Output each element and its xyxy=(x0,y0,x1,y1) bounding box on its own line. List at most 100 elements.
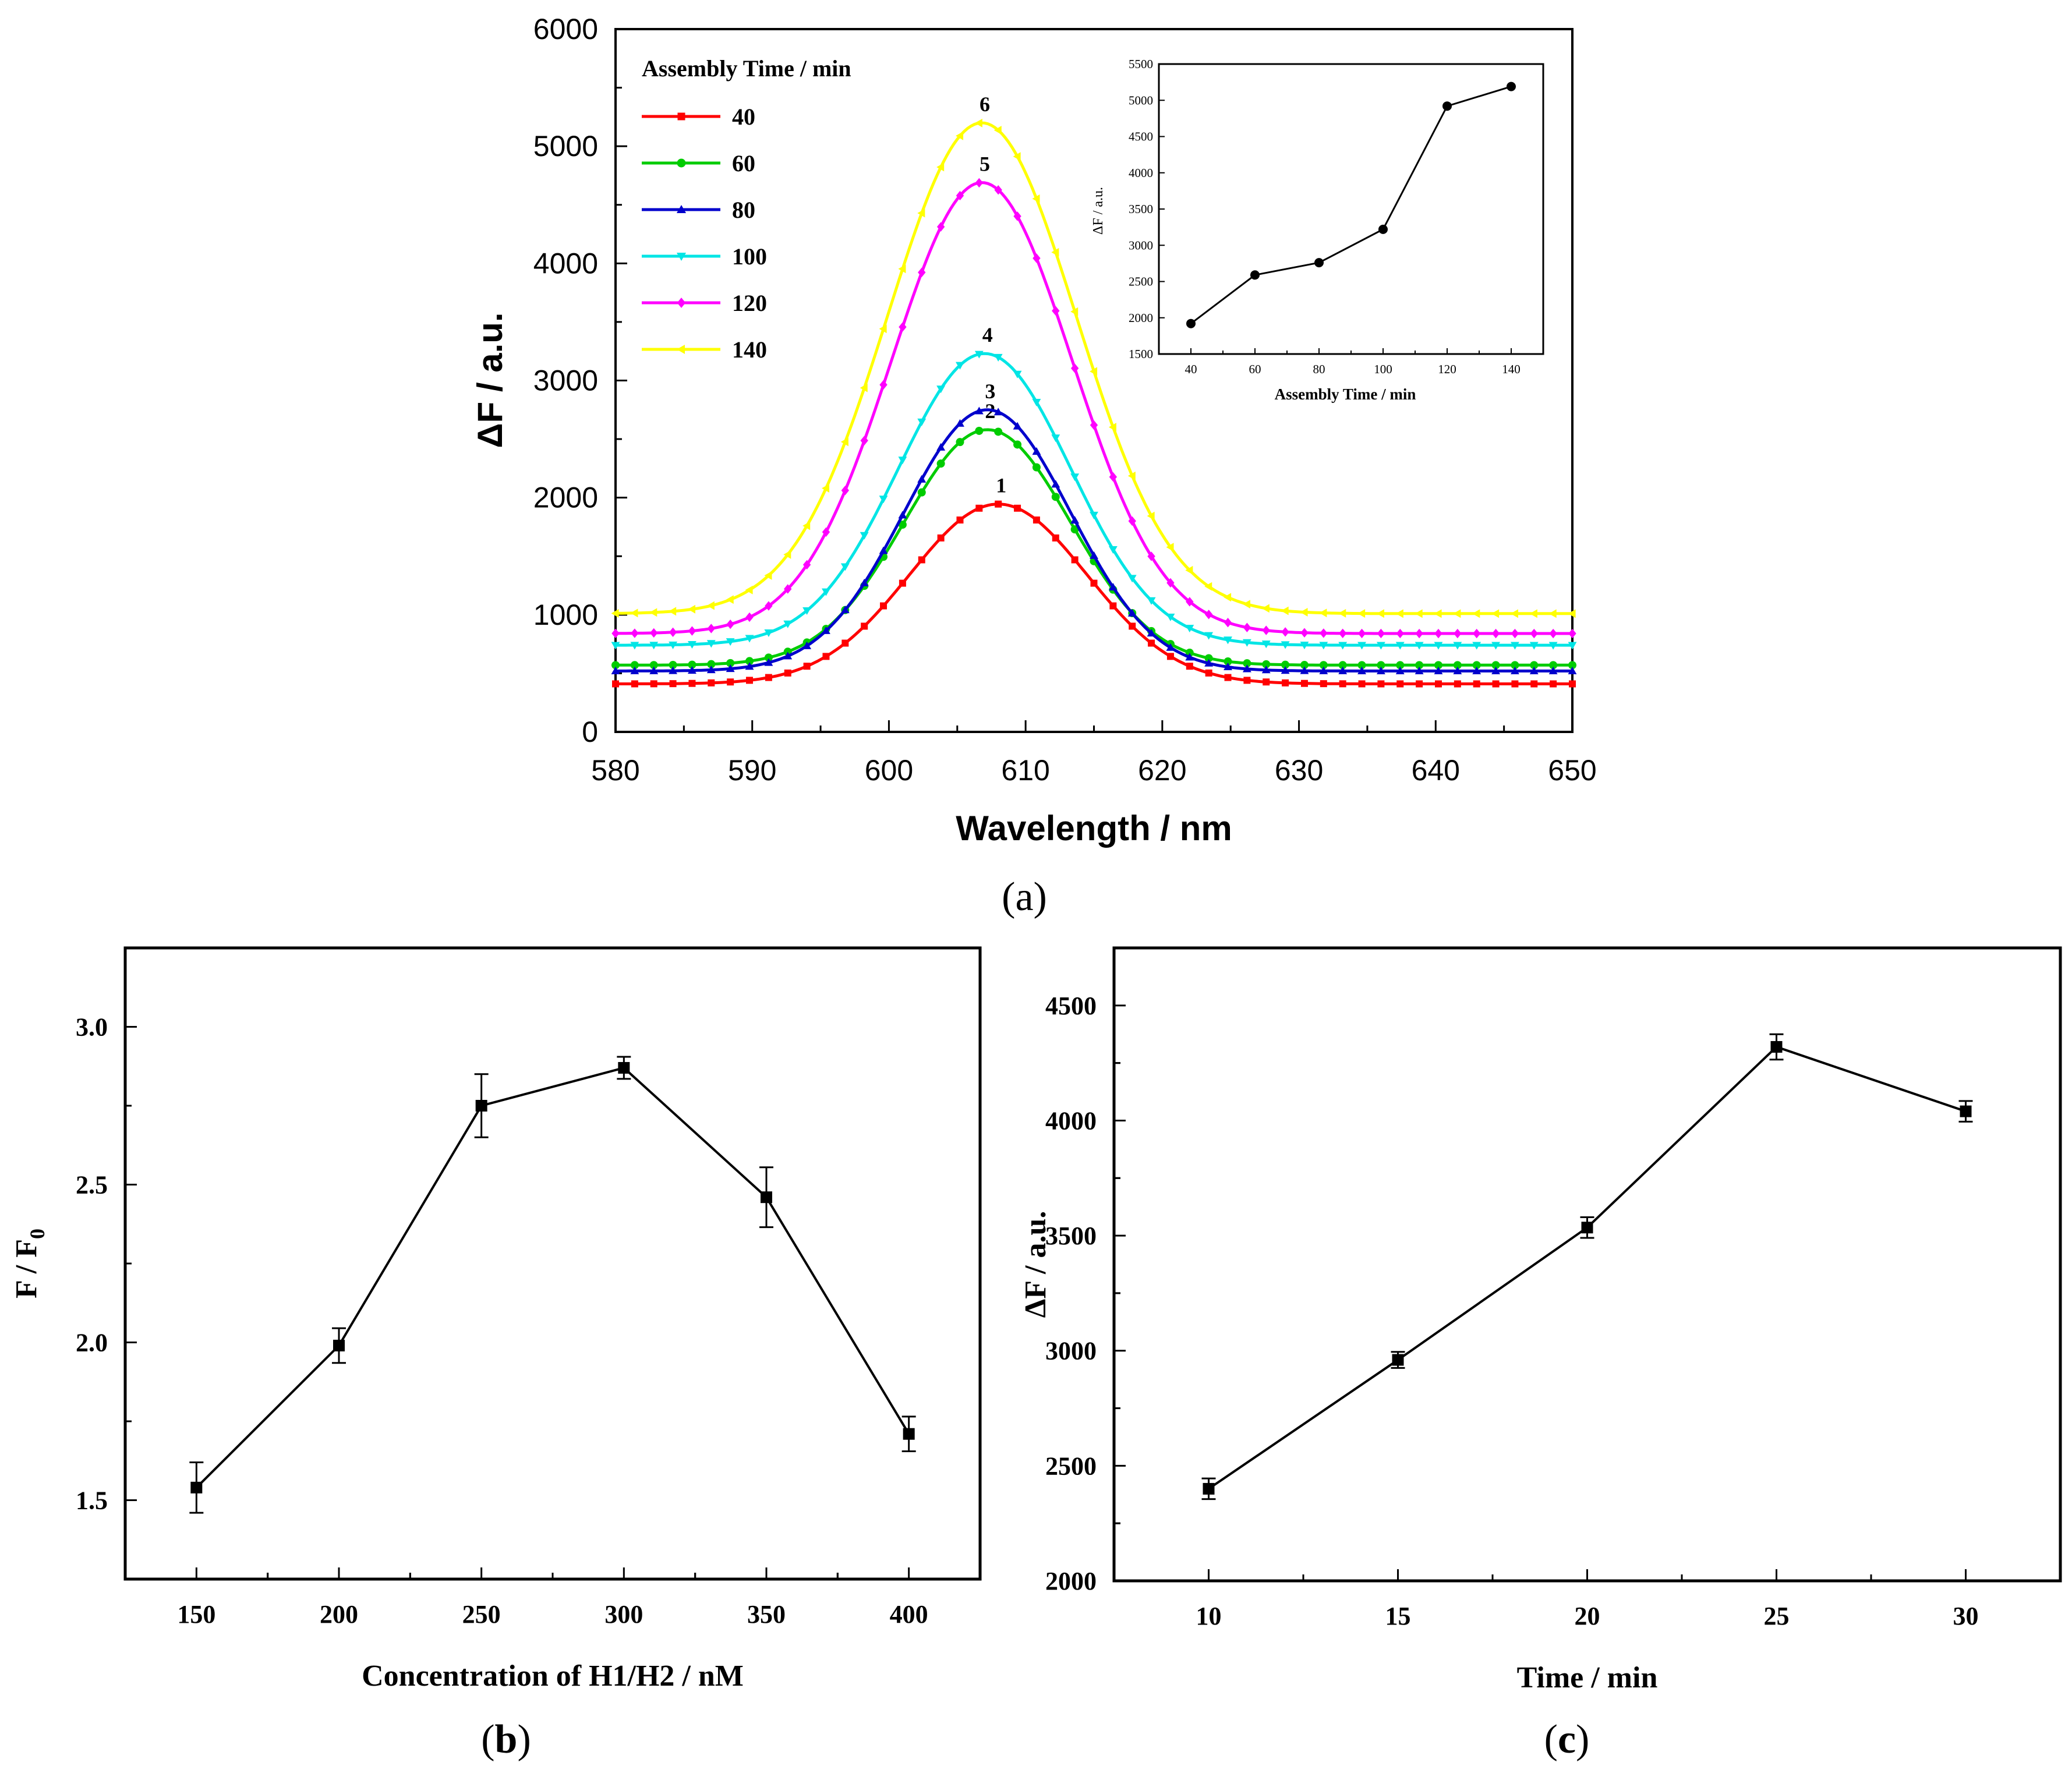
data-point xyxy=(706,640,716,648)
data-point xyxy=(1453,642,1462,650)
data-point xyxy=(936,162,945,172)
data-point xyxy=(1395,609,1403,618)
data-point xyxy=(630,666,639,674)
data-point xyxy=(1224,593,1232,602)
legend-label: 60 xyxy=(732,150,755,176)
x-tick-label: 30 xyxy=(1953,1602,1979,1630)
data-point xyxy=(1319,642,1328,650)
data-point xyxy=(1473,680,1480,688)
data-point xyxy=(784,669,791,677)
data-point xyxy=(688,660,696,669)
data-point xyxy=(861,622,868,630)
data-point xyxy=(936,459,945,468)
data-point xyxy=(1224,662,1232,670)
data-point xyxy=(1434,609,1442,618)
data-point xyxy=(669,666,678,674)
data-point xyxy=(1013,440,1022,449)
data-point xyxy=(631,680,638,688)
data-point xyxy=(1014,504,1021,512)
data-point xyxy=(1128,516,1136,526)
data-point xyxy=(1770,1041,1783,1053)
x-tick-label: 250 xyxy=(462,1600,501,1629)
data-point xyxy=(975,426,984,435)
data-point xyxy=(1127,471,1136,480)
data-point xyxy=(1108,583,1118,591)
data-point xyxy=(1129,622,1136,630)
data-point xyxy=(1395,642,1405,650)
data-point xyxy=(649,608,657,617)
inset-y-tick-label: 4000 xyxy=(1129,166,1153,180)
data-point xyxy=(1377,680,1385,688)
data-point xyxy=(1416,680,1423,688)
data-point xyxy=(1147,597,1156,605)
data-point xyxy=(993,353,1003,362)
data-point xyxy=(1568,661,1576,670)
data-point xyxy=(333,1339,345,1351)
data-point xyxy=(1454,680,1461,688)
x-axis-title: Concentration of H1/H2 / nM xyxy=(362,1659,744,1693)
data-point xyxy=(1243,677,1251,684)
data-point xyxy=(802,521,811,530)
data-point xyxy=(1338,642,1348,650)
x-axis-title: Time / min xyxy=(1517,1661,1658,1694)
data-point xyxy=(1204,654,1213,663)
data-point xyxy=(784,584,792,594)
data-point xyxy=(1032,398,1041,406)
legend-item: 120 xyxy=(642,290,767,316)
data-point xyxy=(1051,493,1060,501)
data-point xyxy=(1320,680,1327,688)
data-point xyxy=(1224,657,1232,666)
data-point xyxy=(975,504,983,512)
panel-label-a: (a) xyxy=(1002,875,1047,919)
data-point xyxy=(745,662,754,670)
data-point xyxy=(803,663,811,670)
data-point xyxy=(1242,639,1251,647)
data-point xyxy=(611,608,619,618)
data-point xyxy=(1224,674,1232,681)
curve-label: 5 xyxy=(980,153,990,176)
data-point xyxy=(1090,420,1098,430)
y-tick-label: 5000 xyxy=(533,130,598,162)
data-point xyxy=(917,475,927,483)
x-tick-label: 150 xyxy=(177,1600,215,1629)
data-point xyxy=(1396,628,1404,639)
data-point xyxy=(669,641,678,649)
data-point xyxy=(726,664,735,673)
data-point xyxy=(611,628,620,639)
y-axis-title-text: F / F xyxy=(10,1239,43,1298)
data-point xyxy=(1262,660,1271,668)
data-point xyxy=(1090,511,1098,519)
data-point xyxy=(1148,639,1155,647)
data-point xyxy=(1434,680,1442,688)
panel-letter: b xyxy=(495,1717,518,1762)
panel-a: 580 590 600 610 620 630 640 6500100020003000400… xyxy=(471,13,1597,919)
data-point xyxy=(956,438,964,447)
data-point xyxy=(1357,642,1366,650)
data-point xyxy=(860,532,869,540)
curve-label: 4 xyxy=(982,323,993,346)
data-point xyxy=(1300,642,1309,650)
inset-y-axis-title: ΔF / a.u. xyxy=(1091,187,1106,235)
data-point xyxy=(1569,680,1576,688)
legend-item: 100 xyxy=(642,243,767,270)
data-point xyxy=(1530,628,1538,639)
legend-item: 40 xyxy=(642,104,755,130)
data-point xyxy=(1568,609,1576,618)
data-point xyxy=(726,638,735,646)
data-point xyxy=(1548,642,1558,650)
data-point xyxy=(1434,666,1443,674)
data-point xyxy=(1224,636,1232,645)
data-point xyxy=(1070,525,1079,534)
data-point xyxy=(879,380,888,390)
data-point xyxy=(1013,211,1021,221)
data-point xyxy=(618,1061,630,1074)
data-point xyxy=(1243,659,1251,668)
data-point xyxy=(706,666,716,674)
data-point xyxy=(761,1191,772,1204)
data-point xyxy=(1186,597,1194,607)
data-point xyxy=(1261,640,1271,649)
data-point xyxy=(783,652,793,660)
inset-y-tick-label: 5000 xyxy=(1129,93,1153,107)
data-point xyxy=(611,661,620,670)
data-point xyxy=(1396,661,1405,670)
